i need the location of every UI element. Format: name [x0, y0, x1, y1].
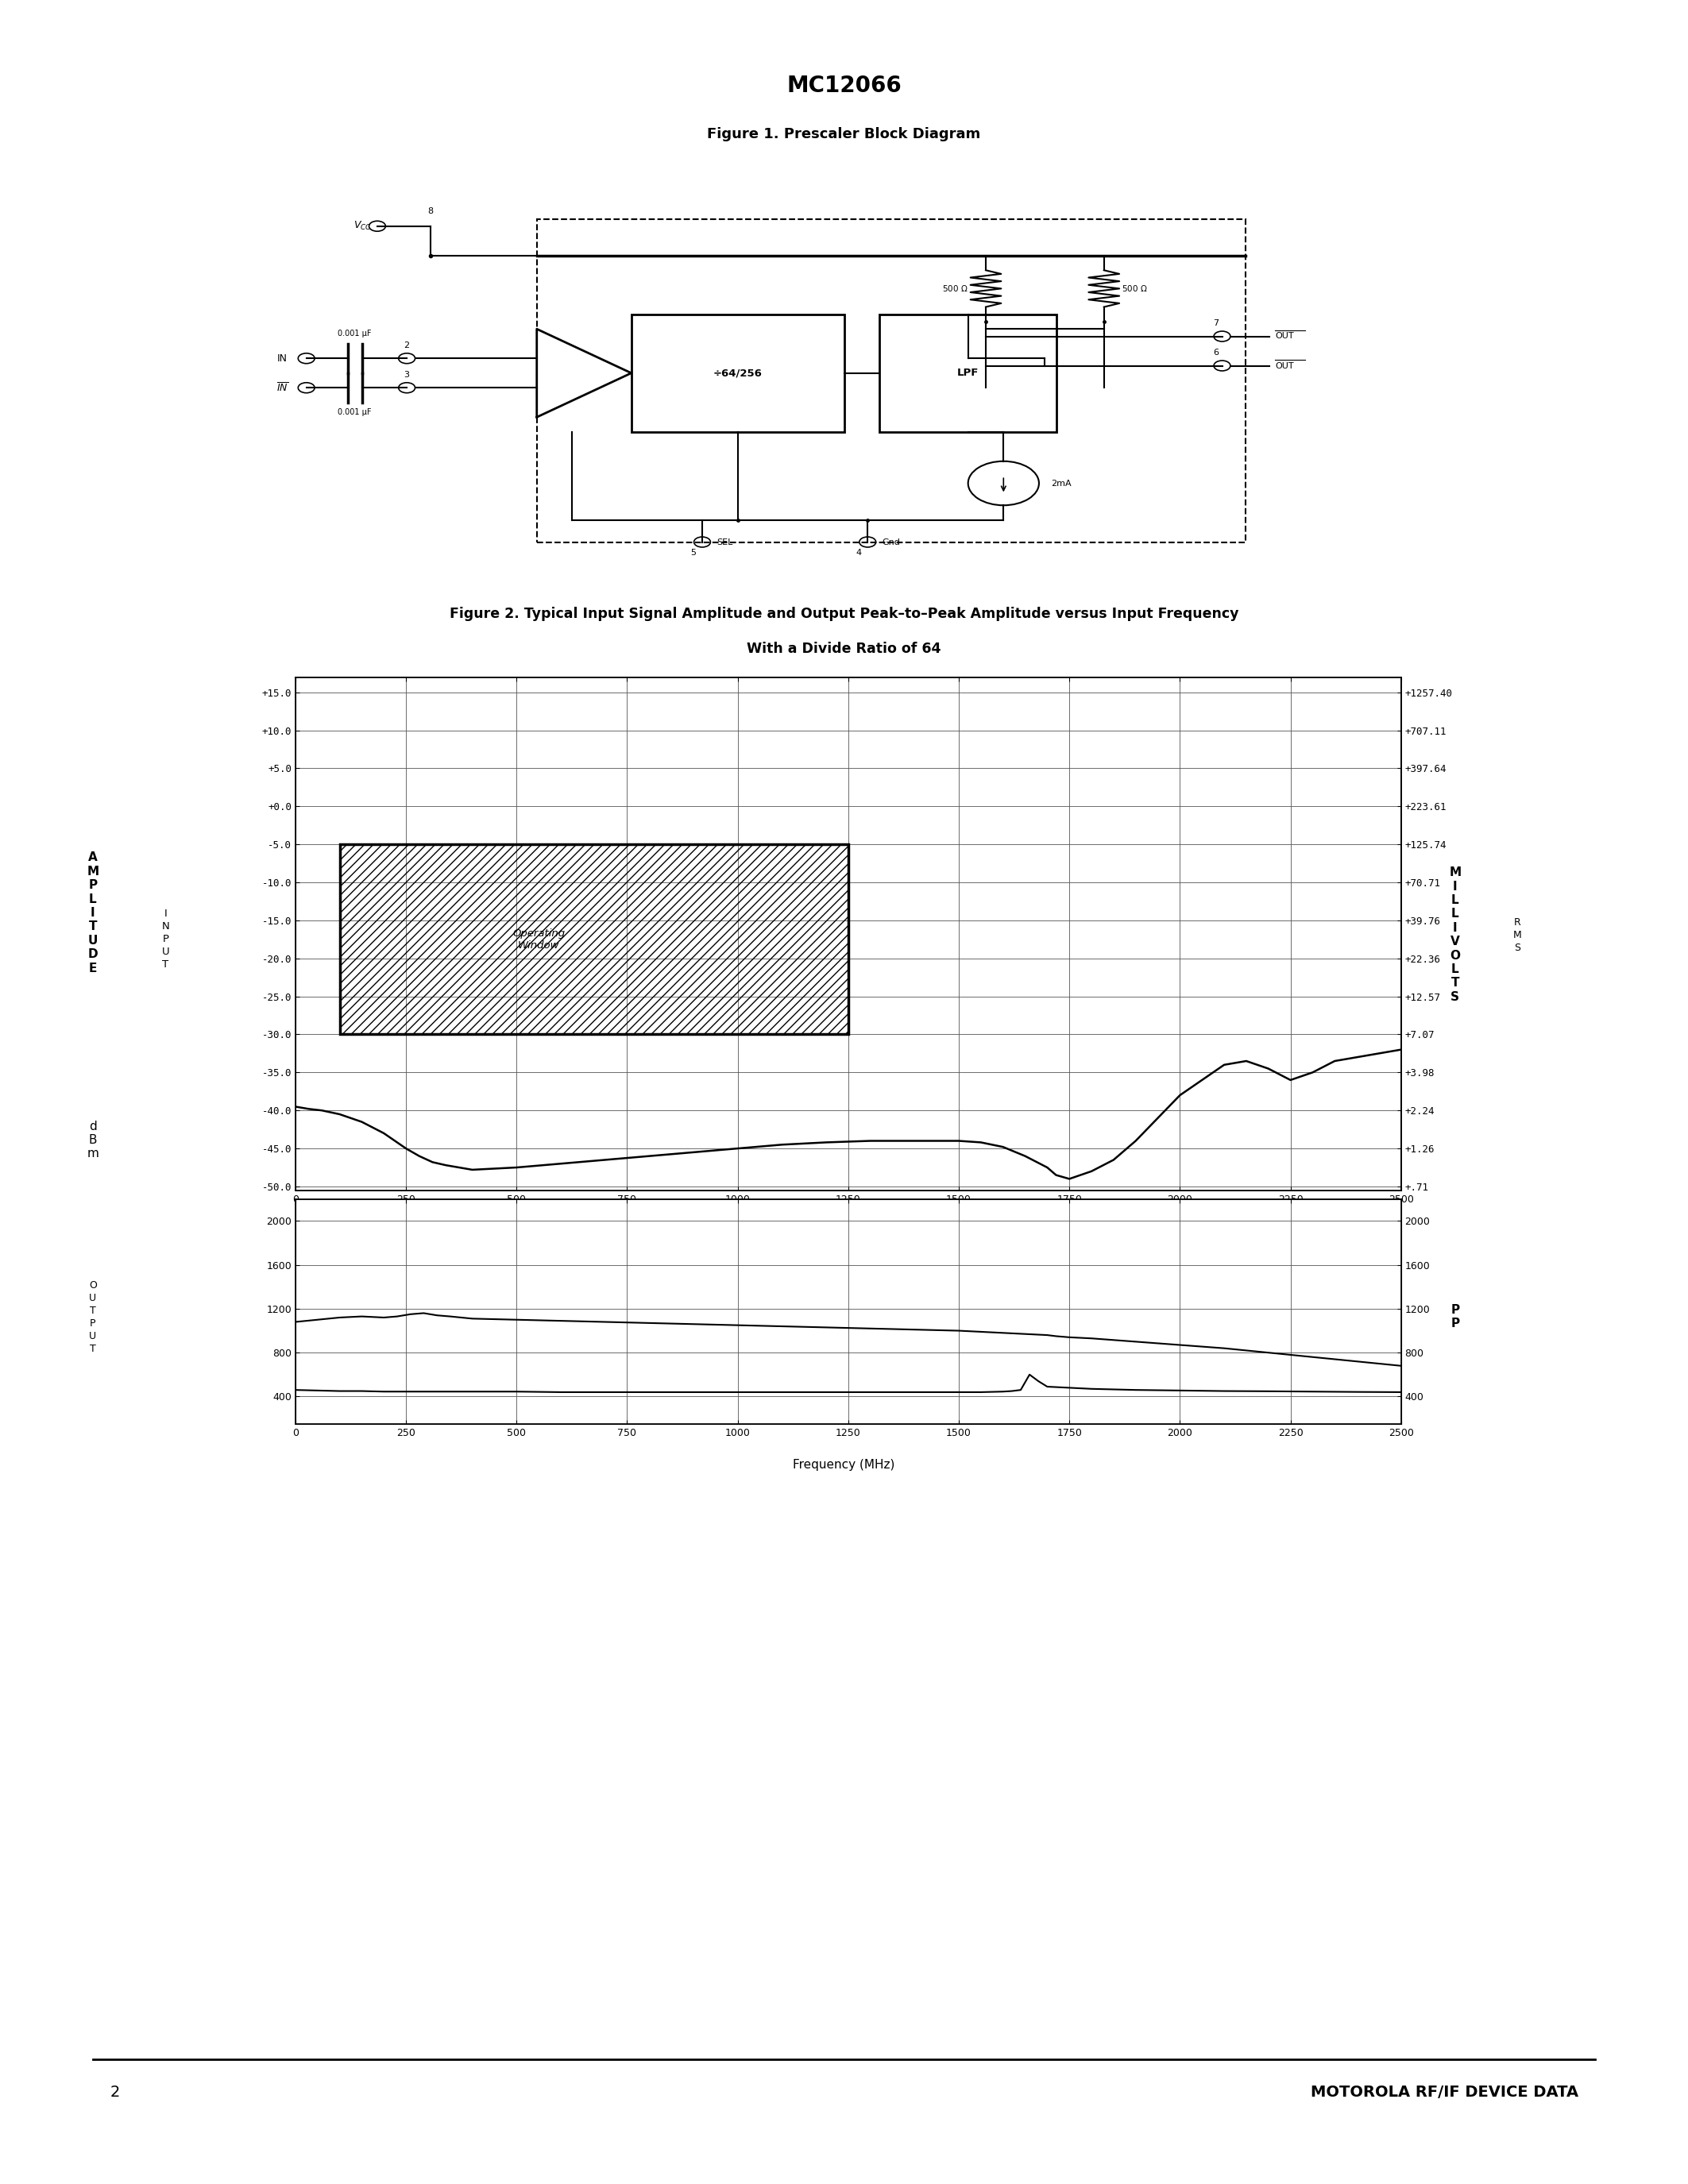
Text: d
B
m: d B m — [88, 1120, 98, 1160]
Bar — [537, 218, 1246, 542]
Text: 2: 2 — [403, 341, 410, 349]
Text: 0.001 μF: 0.001 μF — [338, 330, 371, 339]
Text: R
M
S: R M S — [1512, 917, 1523, 952]
Text: I
N
P
U
T: I N P U T — [162, 909, 169, 970]
Text: O
U
T
P
U
T: O U T P U T — [89, 1280, 96, 1354]
Text: MOTOROLA RF/IF DEVICE DATA: MOTOROLA RF/IF DEVICE DATA — [1310, 2086, 1578, 2099]
Text: 8: 8 — [427, 207, 434, 216]
Text: MC12066: MC12066 — [787, 74, 901, 96]
Bar — [879, 314, 1057, 432]
Text: Figure 1. Prescaler Block Diagram: Figure 1. Prescaler Block Diagram — [707, 127, 981, 142]
Text: SEL: SEL — [716, 537, 733, 546]
Text: 2: 2 — [110, 2086, 120, 2099]
Text: 2mA: 2mA — [1050, 478, 1072, 487]
Polygon shape — [537, 330, 631, 417]
Circle shape — [969, 461, 1040, 505]
Text: P
P: P P — [1450, 1304, 1460, 1330]
Text: M
I
L
L
I
V
O
L
T
S: M I L L I V O L T S — [1448, 867, 1462, 1002]
Text: ÷64/256: ÷64/256 — [712, 367, 763, 378]
Text: With a Divide Ratio of 64: With a Divide Ratio of 64 — [746, 642, 942, 657]
Text: OUT: OUT — [1276, 332, 1295, 341]
Text: $V_{CC}$: $V_{CC}$ — [353, 221, 371, 232]
Text: Figure 2. Typical Input Signal Amplitude and Output Peak–to–Peak Amplitude versu: Figure 2. Typical Input Signal Amplitude… — [449, 607, 1239, 622]
Text: 6: 6 — [1214, 349, 1219, 356]
Text: 500 $\Omega$: 500 $\Omega$ — [942, 284, 969, 293]
Text: 4: 4 — [856, 548, 863, 557]
Bar — [339, 845, 849, 1035]
Text: A
M
P
L
I
T
U
D
E: A M P L I T U D E — [86, 852, 100, 974]
Text: $\overline{IN}$: $\overline{IN}$ — [277, 382, 289, 393]
Bar — [631, 314, 844, 432]
Text: Operating
Window: Operating Window — [513, 928, 565, 950]
Text: 500 $\Omega$: 500 $\Omega$ — [1121, 284, 1148, 293]
Text: Gnd: Gnd — [881, 537, 900, 546]
Text: LPF: LPF — [957, 367, 979, 378]
Text: 3: 3 — [403, 371, 410, 380]
Text: Frequency (MHz): Frequency (MHz) — [793, 1459, 895, 1470]
Text: 7: 7 — [1214, 319, 1219, 328]
Text: OUT: OUT — [1276, 363, 1295, 369]
Text: IN: IN — [277, 354, 287, 363]
Text: 0.001 μF: 0.001 μF — [338, 408, 371, 417]
Text: 5: 5 — [690, 548, 697, 557]
